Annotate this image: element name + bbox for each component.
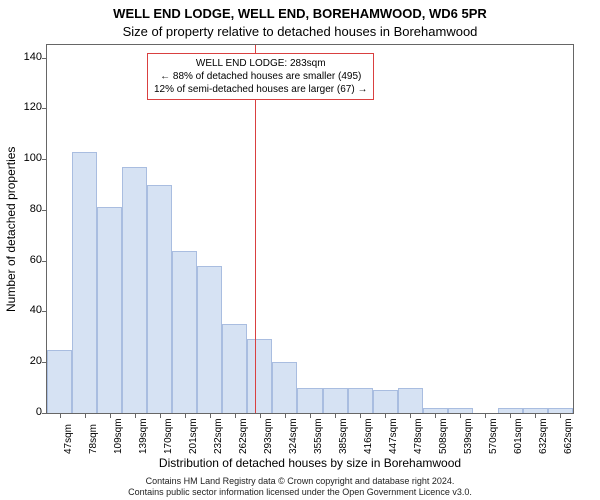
y-tick-label: 20 [30, 355, 42, 367]
histogram-bar [97, 207, 122, 413]
annotation-line-2: ← 88% of detached houses are smaller (49… [154, 70, 367, 83]
annotation-line-1: WELL END LODGE: 283sqm [154, 57, 367, 70]
y-tick [42, 210, 47, 211]
y-axis-label: Number of detached properties [4, 44, 16, 414]
x-tick [285, 413, 286, 418]
x-tick-label: 385sqm [338, 418, 349, 454]
x-tick [310, 413, 311, 418]
histogram-bar [373, 390, 398, 413]
title-line-2: Size of property relative to detached ho… [0, 24, 600, 39]
x-tick [160, 413, 161, 418]
y-tick-label: 60 [30, 254, 42, 266]
histogram-bar [272, 362, 297, 413]
x-tick [485, 413, 486, 418]
y-tick-label: 120 [24, 101, 42, 113]
x-tick-label: 601sqm [513, 418, 524, 454]
footer-attribution: Contains HM Land Registry data © Crown c… [0, 476, 600, 498]
x-tick-label: 570sqm [488, 418, 499, 454]
x-tick-label: 47sqm [63, 424, 74, 454]
y-tick-label: 40 [30, 304, 42, 316]
x-tick-label: 324sqm [288, 418, 299, 454]
x-tick-label: 293sqm [263, 418, 274, 454]
footer-line-1: Contains HM Land Registry data © Crown c… [0, 476, 600, 487]
x-tick [235, 413, 236, 418]
x-tick [510, 413, 511, 418]
x-tick [535, 413, 536, 418]
histogram-bar [47, 350, 72, 413]
annotation-line-3: 12% of semi-detached houses are larger (… [154, 83, 367, 96]
y-tick-label: 0 [36, 406, 42, 418]
x-tick [435, 413, 436, 418]
histogram-bar [197, 266, 222, 413]
histogram-bar [348, 388, 373, 413]
x-tick-label: 355sqm [313, 418, 324, 454]
x-tick-label: 478sqm [413, 418, 424, 454]
x-axis-label: Distribution of detached houses by size … [46, 456, 574, 470]
x-tick-label: 632sqm [538, 418, 549, 454]
y-tick-label: 140 [24, 51, 42, 63]
y-tick [42, 159, 47, 160]
x-tick [260, 413, 261, 418]
y-tick-label: 80 [30, 203, 42, 215]
x-tick [460, 413, 461, 418]
histogram-bar [72, 152, 97, 413]
x-tick [60, 413, 61, 418]
x-tick [135, 413, 136, 418]
x-tick-label: 262sqm [238, 418, 249, 454]
histogram-bar [247, 339, 272, 413]
x-tick-label: 662sqm [563, 418, 574, 454]
histogram-bar [398, 388, 423, 413]
x-tick [185, 413, 186, 418]
x-tick [560, 413, 561, 418]
x-tick [360, 413, 361, 418]
x-tick-label: 447sqm [388, 418, 399, 454]
annotation-box: WELL END LODGE: 283sqm← 88% of detached … [147, 53, 374, 100]
title-line-1: WELL END LODGE, WELL END, BOREHAMWOOD, W… [0, 6, 600, 21]
chart-plot-area: WELL END LODGE: 283sqm← 88% of detached … [46, 44, 574, 414]
x-tick-label: 539sqm [463, 418, 474, 454]
y-tick [42, 261, 47, 262]
x-tick [385, 413, 386, 418]
histogram-bar [122, 167, 147, 413]
x-tick [410, 413, 411, 418]
x-tick-label: 78sqm [88, 424, 99, 454]
x-tick-label: 232sqm [213, 418, 224, 454]
histogram-bar [147, 185, 172, 413]
histogram-bar [222, 324, 247, 413]
histogram-bar [323, 388, 348, 413]
x-tick-label: 170sqm [163, 418, 174, 454]
y-tick [42, 58, 47, 59]
y-tick [42, 108, 47, 109]
x-tick [110, 413, 111, 418]
footer-line-2: Contains public sector information licen… [0, 487, 600, 498]
histogram-bar [172, 251, 197, 413]
x-tick [210, 413, 211, 418]
x-tick-label: 139sqm [138, 418, 149, 454]
reference-line [255, 45, 256, 413]
y-tick [42, 413, 47, 414]
x-tick [85, 413, 86, 418]
x-tick [335, 413, 336, 418]
x-tick-label: 416sqm [363, 418, 374, 454]
x-tick-label: 201sqm [188, 418, 199, 454]
y-tick-label: 100 [24, 152, 42, 164]
histogram-bar [297, 388, 322, 413]
x-tick-label: 109sqm [113, 418, 124, 454]
y-tick [42, 311, 47, 312]
x-tick-label: 508sqm [438, 418, 449, 454]
